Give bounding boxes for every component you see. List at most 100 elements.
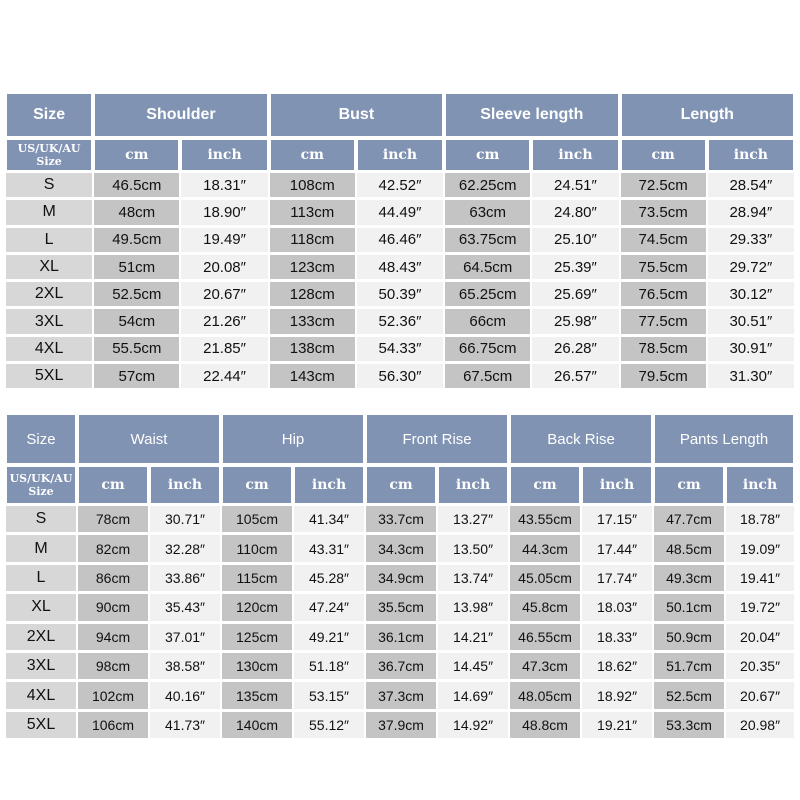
inch-value-cell: 25.69″ [531, 281, 620, 309]
inch-value-cell: 19.72″ [725, 593, 796, 623]
unit-cm-header: cm [268, 138, 356, 172]
measurement-header: Hip [221, 413, 366, 465]
measurement-header: Front Rise [365, 413, 510, 465]
cm-value-cell: 79.5cm [619, 363, 707, 391]
cm-value-cell: 94cm [77, 622, 149, 652]
cm-value-cell: 54cm [93, 308, 181, 336]
unit-cm-header: cm [221, 465, 294, 505]
inch-value-cell: 20.35″ [725, 651, 796, 682]
inch-value-cell: 20.98″ [725, 710, 796, 741]
inch-value-cell: 17.15″ [581, 505, 654, 535]
cm-value-cell: 34.9cm [365, 563, 438, 594]
cm-value-cell: 120cm [221, 593, 294, 623]
cm-value-cell: 143cm [268, 363, 356, 391]
inch-value-cell: 26.57″ [531, 363, 620, 391]
measurement-header: Length [619, 92, 795, 138]
cm-value-cell: 74.5cm [619, 226, 707, 254]
size-cell: XL [5, 593, 77, 623]
cm-value-cell: 78.5cm [619, 335, 707, 364]
cm-value-cell: 52.5cm [653, 681, 726, 711]
table-row: L 49.5cm 19.49″ 118cm 46.46″ 63.75cm 25.10″ 74.… [5, 226, 795, 254]
cm-value-cell: 86cm [77, 563, 149, 594]
table-row: M 48cm 18.90″ 113cm 44.49″ 63cm 24.80″ 73.5cm 28… [5, 199, 795, 227]
inch-value-cell: 30.51″ [706, 308, 795, 336]
header-row: Size Shoulder Bust Sleeve length Length [5, 92, 795, 138]
inch-value-cell: 52.36″ [355, 308, 445, 336]
inch-value-cell: 18.33″ [581, 622, 654, 652]
size-cell: 3XL [5, 651, 77, 682]
size-cell: L [5, 226, 94, 254]
header-row: Size Waist Hip Front Rise Back Rise Pants Len… [5, 413, 796, 465]
cm-value-cell: 128cm [268, 281, 356, 309]
cm-value-cell: 65.25cm [444, 281, 532, 309]
table-row: 3XL 98cm 38.58″ 130cm 51.18″ 36.7cm 14.45″ 47.3… [5, 651, 796, 682]
cm-value-cell: 51.7cm [653, 651, 726, 682]
size-cell: 5XL [5, 710, 77, 741]
cm-value-cell: 75.5cm [619, 253, 707, 282]
table-row: M 82cm 32.28″ 110cm 43.31″ 34.3cm 13.50″ 44.3cm… [5, 534, 796, 564]
inch-value-cell: 41.73″ [149, 710, 222, 741]
cm-value-cell: 48.05cm [509, 681, 582, 711]
inch-value-cell: 32.28″ [149, 534, 222, 564]
cm-value-cell: 130cm [221, 651, 294, 682]
cm-value-cell: 44.3cm [509, 534, 582, 564]
measurement-header: Back Rise [509, 413, 654, 465]
cm-value-cell: 48cm [93, 199, 181, 227]
cm-value-cell: 105cm [221, 505, 294, 535]
size-cell: M [5, 534, 77, 564]
inch-value-cell: 45.28″ [293, 563, 366, 594]
unit-inch-header: inch [180, 138, 269, 172]
unit-inch-header: inch [706, 138, 795, 172]
unit-cm-header: cm [444, 138, 532, 172]
inch-value-cell: 14.92″ [437, 710, 510, 741]
unit-inch-header: inch [293, 465, 366, 505]
inch-value-cell: 28.54″ [706, 172, 795, 200]
table-row: 5XL 57cm 22.44″ 143cm 56.30″ 67.5cm 26.57″ 79.5… [5, 363, 795, 391]
cm-value-cell: 138cm [268, 335, 356, 364]
cm-value-cell: 135cm [221, 681, 294, 711]
inch-value-cell: 38.58″ [149, 651, 222, 682]
cm-value-cell: 106cm [77, 710, 149, 741]
inch-value-cell: 33.86″ [149, 563, 222, 594]
cm-value-cell: 67.5cm [444, 363, 532, 391]
inch-value-cell: 56.30″ [355, 363, 445, 391]
inch-value-cell: 18.92″ [581, 681, 654, 711]
inch-value-cell: 19.21″ [581, 710, 654, 741]
inch-value-cell: 21.26″ [180, 308, 269, 336]
inch-value-cell: 25.98″ [531, 308, 620, 336]
inch-value-cell: 29.72″ [706, 253, 795, 282]
inch-value-cell: 37.01″ [149, 622, 222, 652]
cm-value-cell: 48.8cm [509, 710, 582, 741]
unit-cm-header: cm [653, 465, 726, 505]
size-cell: L [5, 563, 77, 594]
size-cell: 2XL [5, 281, 94, 309]
inch-value-cell: 31.30″ [706, 363, 795, 391]
cm-value-cell: 77.5cm [619, 308, 707, 336]
table-row: S 78cm 30.71″ 105cm 41.34″ 33.7cm 13.27″ 43.55c… [5, 505, 796, 535]
inch-value-cell: 13.98″ [437, 593, 510, 623]
unit-header-row: US/UK/AU Size cm inch cm inch cm inch cm inch [5, 138, 795, 172]
unit-cm-header: cm [619, 138, 707, 172]
cm-value-cell: 98cm [77, 651, 149, 682]
inch-value-cell: 46.46″ [355, 226, 445, 254]
cm-value-cell: 125cm [221, 622, 294, 652]
size-header: Size [5, 413, 77, 465]
cm-value-cell: 115cm [221, 563, 294, 594]
size-system-label-line1: US/UK/AU [17, 142, 81, 155]
cm-value-cell: 82cm [77, 534, 149, 564]
inch-value-cell: 20.04″ [725, 622, 796, 652]
inch-value-cell: 17.44″ [581, 534, 654, 564]
table-row: 5XL 106cm 41.73″ 140cm 55.12″ 37.9cm 14.92″ 48.… [5, 710, 796, 741]
table-row: L 86cm 33.86″ 115cm 45.28″ 34.9cm 13.74″ 45.05c… [5, 563, 796, 594]
cm-value-cell: 108cm [268, 172, 356, 200]
inch-value-cell: 18.03″ [581, 593, 654, 623]
table-row: 4XL 55.5cm 21.85″ 138cm 54.33″ 66.75cm 26.28″ 7… [5, 335, 795, 364]
cm-value-cell: 63.75cm [444, 226, 532, 254]
inch-value-cell: 53.15″ [293, 681, 366, 711]
inch-value-cell: 19.09″ [725, 534, 796, 564]
top-size-chart-table: Size Shoulder Bust Sleeve length Length US/UK… [5, 92, 795, 391]
cm-value-cell: 49.3cm [653, 563, 726, 594]
inch-value-cell: 30.12″ [706, 281, 795, 309]
inch-value-cell: 20.67″ [180, 281, 269, 309]
inch-value-cell: 13.27″ [437, 505, 510, 535]
